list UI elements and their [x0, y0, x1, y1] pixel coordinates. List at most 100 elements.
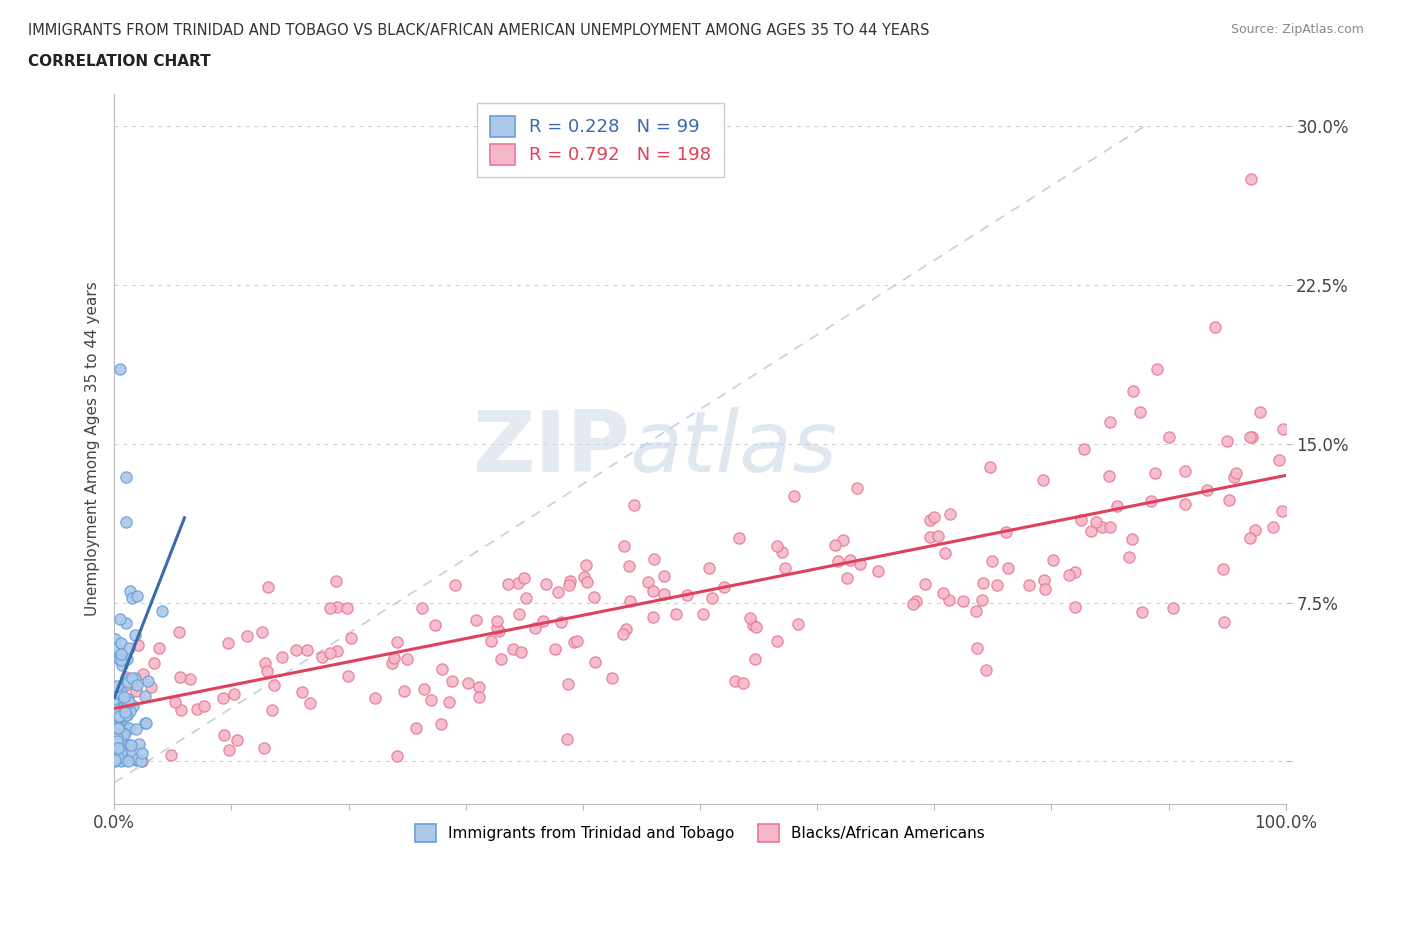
Point: [468, 679, 491, 694]
Point: [583, 655, 606, 670]
Point: [966, 641, 988, 656]
Point: [1129, 405, 1152, 419]
Point: [142, 656, 165, 671]
Point: [111, 725, 134, 740]
Point: [107, 737, 129, 752]
Point: [1099, 520, 1122, 535]
Point: [904, 593, 927, 608]
Point: [382, 651, 405, 666]
Point: [163, 695, 186, 710]
Point: [652, 568, 675, 583]
Point: [159, 748, 181, 763]
Point: [444, 578, 467, 592]
Point: [394, 684, 416, 698]
Point: [724, 673, 747, 688]
Point: [979, 459, 1001, 474]
Point: [665, 606, 688, 621]
Point: [111, 753, 134, 768]
Point: [1239, 429, 1261, 444]
Point: [699, 560, 721, 575]
Point: [167, 624, 190, 639]
Point: [413, 682, 436, 697]
Point: [325, 574, 347, 589]
Point: [1063, 600, 1085, 615]
Point: [534, 577, 557, 591]
Point: [111, 658, 134, 672]
Point: [524, 620, 547, 635]
Point: [612, 627, 634, 642]
Point: [468, 690, 491, 705]
Point: [124, 722, 146, 737]
Point: [619, 593, 641, 608]
Point: [922, 510, 945, 525]
Point: [1144, 466, 1167, 481]
Point: [1130, 604, 1153, 619]
Point: [575, 575, 598, 590]
Point: [1239, 530, 1261, 545]
Point: [364, 690, 387, 705]
Point: [134, 716, 156, 731]
Point: [396, 651, 419, 666]
Point: [120, 744, 142, 759]
Point: [868, 564, 890, 578]
Point: [641, 609, 664, 624]
Point: [1225, 466, 1247, 481]
Point: [115, 708, 138, 723]
Point: [124, 627, 146, 642]
Point: [132, 666, 155, 681]
Point: [832, 532, 855, 547]
Point: [263, 678, 285, 693]
Point: [107, 721, 129, 736]
Point: [692, 606, 714, 621]
Point: [1271, 503, 1294, 518]
Point: [773, 561, 796, 576]
Point: [297, 642, 319, 657]
Point: [381, 656, 404, 671]
Point: [498, 577, 520, 591]
Point: [107, 724, 129, 738]
Point: [103, 738, 125, 753]
Point: [614, 621, 637, 636]
Point: [437, 695, 460, 710]
Point: [1213, 615, 1236, 630]
Point: [602, 671, 624, 685]
Point: [118, 640, 141, 655]
Point: [457, 676, 479, 691]
Point: [920, 512, 942, 527]
Point: [118, 721, 141, 736]
Point: [222, 686, 245, 701]
Point: [127, 637, 149, 652]
Point: [105, 731, 128, 746]
Point: [110, 687, 132, 702]
Point: [637, 575, 659, 590]
Point: [131, 746, 153, 761]
Text: CORRELATION CHART: CORRELATION CHART: [28, 54, 211, 69]
Point: [291, 684, 314, 699]
Point: [1243, 522, 1265, 537]
Point: [744, 652, 766, 667]
Point: [938, 592, 960, 607]
Y-axis label: Unemployment Among Ages 35 to 44 years: Unemployment Among Ages 35 to 44 years: [86, 282, 100, 617]
Point: [111, 746, 134, 761]
Point: [253, 741, 276, 756]
Point: [136, 674, 159, 689]
Point: [112, 753, 135, 768]
Point: [104, 753, 127, 768]
Point: [557, 732, 579, 747]
Point: [105, 684, 128, 699]
Point: [972, 576, 994, 591]
Point: [1157, 430, 1180, 445]
Point: [914, 577, 936, 591]
Point: [150, 604, 173, 618]
Point: [107, 740, 129, 755]
Point: [974, 662, 997, 677]
Point: [121, 590, 143, 604]
Point: [430, 716, 453, 731]
Point: [112, 727, 135, 742]
Point: [1085, 514, 1108, 529]
Point: [103, 691, 125, 706]
Point: [1098, 469, 1121, 484]
Point: [128, 737, 150, 751]
Point: [105, 734, 128, 749]
Point: [1080, 524, 1102, 538]
